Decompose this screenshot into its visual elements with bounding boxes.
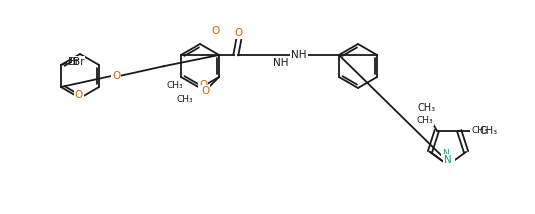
Text: CH₃: CH₃	[177, 95, 193, 104]
Text: NH: NH	[273, 58, 289, 68]
Text: O: O	[199, 80, 207, 90]
Text: N: N	[444, 155, 452, 165]
Text: O: O	[235, 28, 243, 38]
Text: N: N	[442, 149, 449, 158]
Text: CH₃: CH₃	[166, 80, 183, 89]
Text: CH₃: CH₃	[416, 116, 433, 125]
Text: O: O	[212, 26, 220, 36]
Text: O: O	[75, 90, 83, 100]
Text: O: O	[201, 86, 209, 96]
Text: Br: Br	[73, 57, 85, 67]
Text: Br: Br	[68, 57, 80, 67]
Text: CH₃: CH₃	[479, 126, 498, 136]
Text: CH₃: CH₃	[471, 126, 488, 135]
Text: CH₃: CH₃	[418, 103, 436, 113]
Text: N: N	[446, 158, 454, 168]
Text: O: O	[112, 71, 120, 81]
Text: NH: NH	[291, 50, 307, 60]
